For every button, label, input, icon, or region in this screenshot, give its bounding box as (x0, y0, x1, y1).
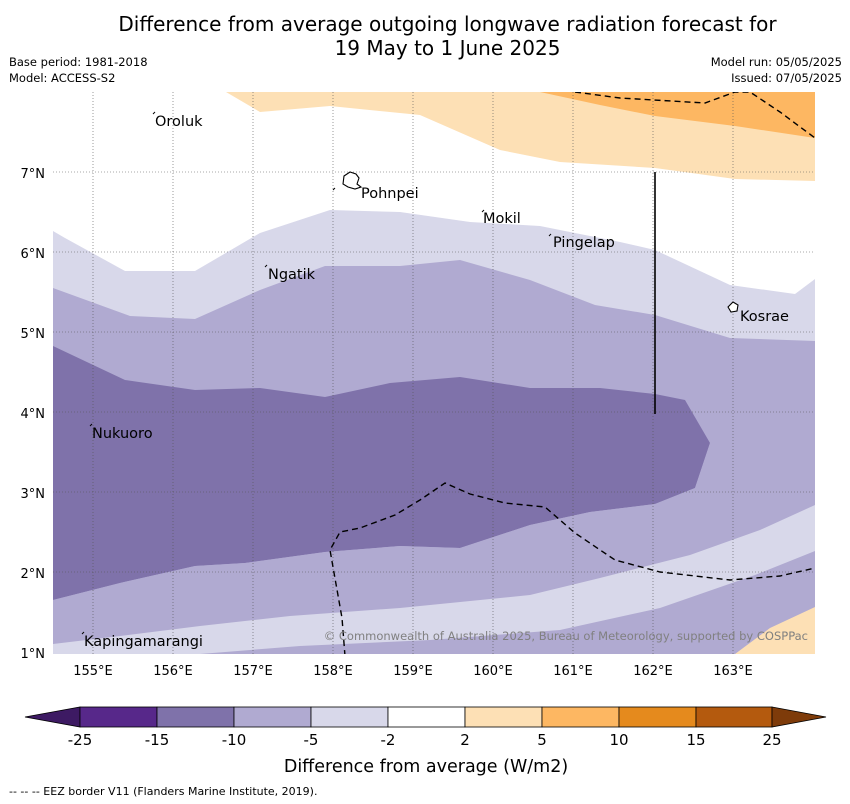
colorbar-swatch-6 (464, 706, 543, 728)
colorbar-swatch-8 (618, 706, 697, 728)
title-line-2: 19 May to 1 June 2025 (334, 36, 561, 60)
colorbar-max-arrow (771, 706, 827, 728)
meta-right: Model run: 05/05/2025 Issued: 07/05/2025 (711, 54, 842, 86)
model-run: Model run: 05/05/2025 (710, 55, 842, 69)
map-plot-area: Oroluk Pohnpei Mokil Pingelap Ngatik Kos… (53, 92, 815, 654)
colorbar-tick-5: -2 (381, 731, 396, 749)
base-period: Base period: 1981-2018 (9, 55, 148, 69)
colorbar-tick-10: 25 (762, 731, 781, 749)
colorbar-swatch-3 (233, 706, 312, 728)
lon-tick-163: 163°E (713, 664, 753, 679)
lon-tick-160: 160°E (473, 664, 513, 679)
colorbar-swatch-1 (79, 706, 158, 728)
colorbar-tick-4: -5 (304, 731, 319, 749)
lat-tick-1: 1°N (21, 647, 46, 662)
lon-tick-158: 158°E (313, 664, 353, 679)
lat-tick-2: 2°N (21, 567, 46, 582)
colorbar-swatch-4 (310, 706, 389, 728)
lat-tick-6: 6°N (21, 247, 46, 262)
colorbar-min-arrow (24, 706, 81, 728)
band-neg5-neg10-south (53, 443, 815, 644)
lat-tick-4: 4°N (21, 407, 46, 422)
label-kapingamarangi: Kapingamarangi (84, 634, 203, 650)
colorbar-label: Difference from average (W/m2) (284, 757, 568, 777)
colorbar-tick-9: 15 (686, 731, 705, 749)
colorbar-tick-2: -15 (145, 731, 170, 749)
band-neg10-neg15 (53, 346, 710, 600)
label-oroluk: Oroluk (155, 114, 203, 130)
lon-tick-159: 159°E (393, 664, 433, 679)
map-title: Difference from average outgoing longwav… (0, 12, 850, 60)
band-5-10 (540, 92, 815, 138)
colorbar-tick-7: 5 (537, 731, 547, 749)
label-ngatik: Ngatik (268, 267, 316, 283)
copyright-notice: © Commonwealth of Australia 2025, Bureau… (324, 629, 808, 643)
label-mokil: Mokil (483, 211, 521, 227)
lon-tick-156: 156°E (153, 664, 193, 679)
colorbar-tick-8: 10 (609, 731, 628, 749)
label-nukuoro: Nukuoro (92, 426, 153, 442)
lon-tick-161: 161°E (553, 664, 593, 679)
colorbar-swatch-5 (387, 706, 466, 728)
meta-left: Base period: 1981-2018 Model: ACCESS-S2 (9, 54, 148, 86)
kosrae-island-icon (727, 301, 739, 313)
eez-footnote: -- -- -- EEZ border V11 (Flanders Marine… (9, 785, 318, 798)
colorbar-swatch-9 (695, 706, 773, 728)
colorbar (24, 706, 827, 728)
label-pohnpei: Pohnpei (361, 186, 419, 202)
band-2-5-southeast (735, 607, 815, 654)
lat-tick-3: 3°N (21, 487, 46, 502)
lon-tick-162: 162°E (633, 664, 673, 679)
colorbar-tick-3: -10 (222, 731, 247, 749)
colorbar-swatch-2 (156, 706, 235, 728)
colorbar-tick-6: 2 (460, 731, 470, 749)
graticule (53, 92, 815, 654)
label-pingelap: Pingelap (553, 235, 615, 251)
pohnpei-dot-icon (332, 187, 336, 191)
atoll-markers (81, 111, 552, 635)
model-name: Model: ACCESS-S2 (9, 71, 116, 85)
lon-tick-155: 155°E (73, 664, 113, 679)
title-line-1: Difference from average outgoing longwav… (118, 12, 777, 36)
eez-borders (329, 92, 815, 654)
label-kosrae: Kosrae (740, 309, 789, 325)
pohnpei-island-icon (342, 171, 363, 190)
colorbar-swatch-7 (541, 706, 620, 728)
lat-tick-7: 7°N (21, 167, 46, 182)
lon-tick-157: 157°E (233, 664, 273, 679)
colorbar-tick-1: -25 (68, 731, 93, 749)
issued-date: Issued: 07/05/2025 (731, 71, 842, 85)
lat-tick-5: 5°N (21, 327, 46, 342)
band-neg2-neg5-south (53, 505, 815, 654)
